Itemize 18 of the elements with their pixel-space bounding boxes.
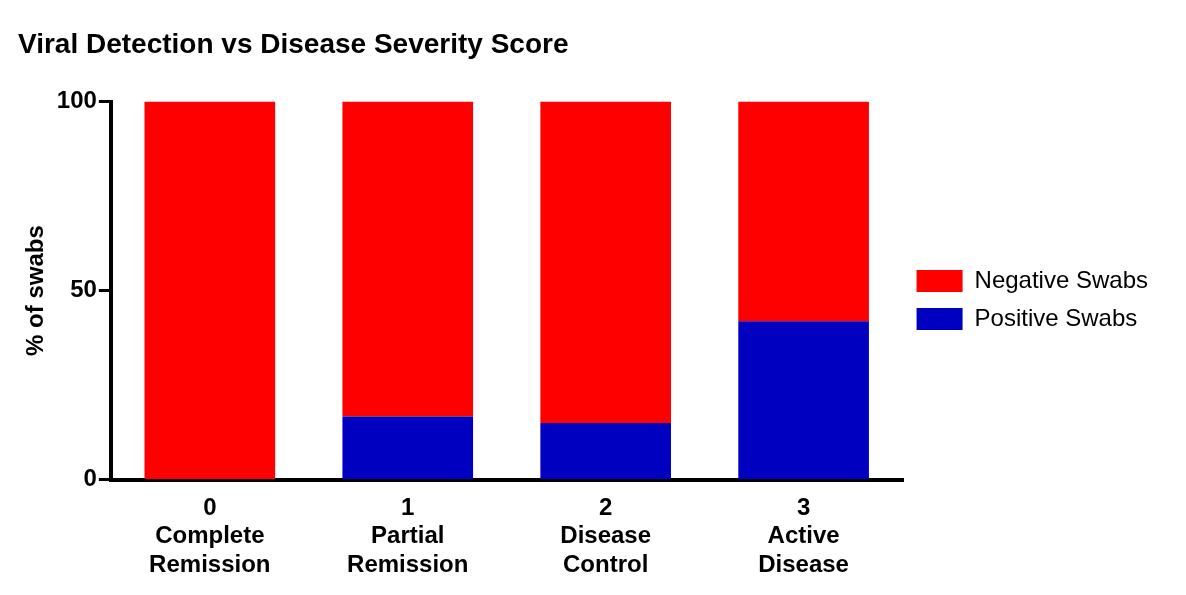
bar [342,101,474,417]
bar [738,321,869,480]
y-tick-label: 100 [56,86,97,114]
bar [540,422,671,480]
x-tick-label: 3 Active Disease [758,492,849,578]
bar [738,101,869,322]
x-tick-label: 0 Complete Remission [149,492,271,578]
chart-title: Viral Detection vs Disease Severity Score [18,27,569,59]
y-axis-title: % of swabs [21,225,49,356]
legend-label: Negative Swabs [974,265,1149,293]
bar [144,101,276,480]
legend-label: Positive Swabs [974,303,1138,331]
y-tick-label: 50 [70,275,97,303]
x-tick-label: 2 Disease Control [560,492,652,578]
bar [540,101,671,423]
bar [342,416,474,480]
x-tick-label: 1 Partial Remission [347,492,469,578]
y-tick-label: 0 [83,464,97,492]
